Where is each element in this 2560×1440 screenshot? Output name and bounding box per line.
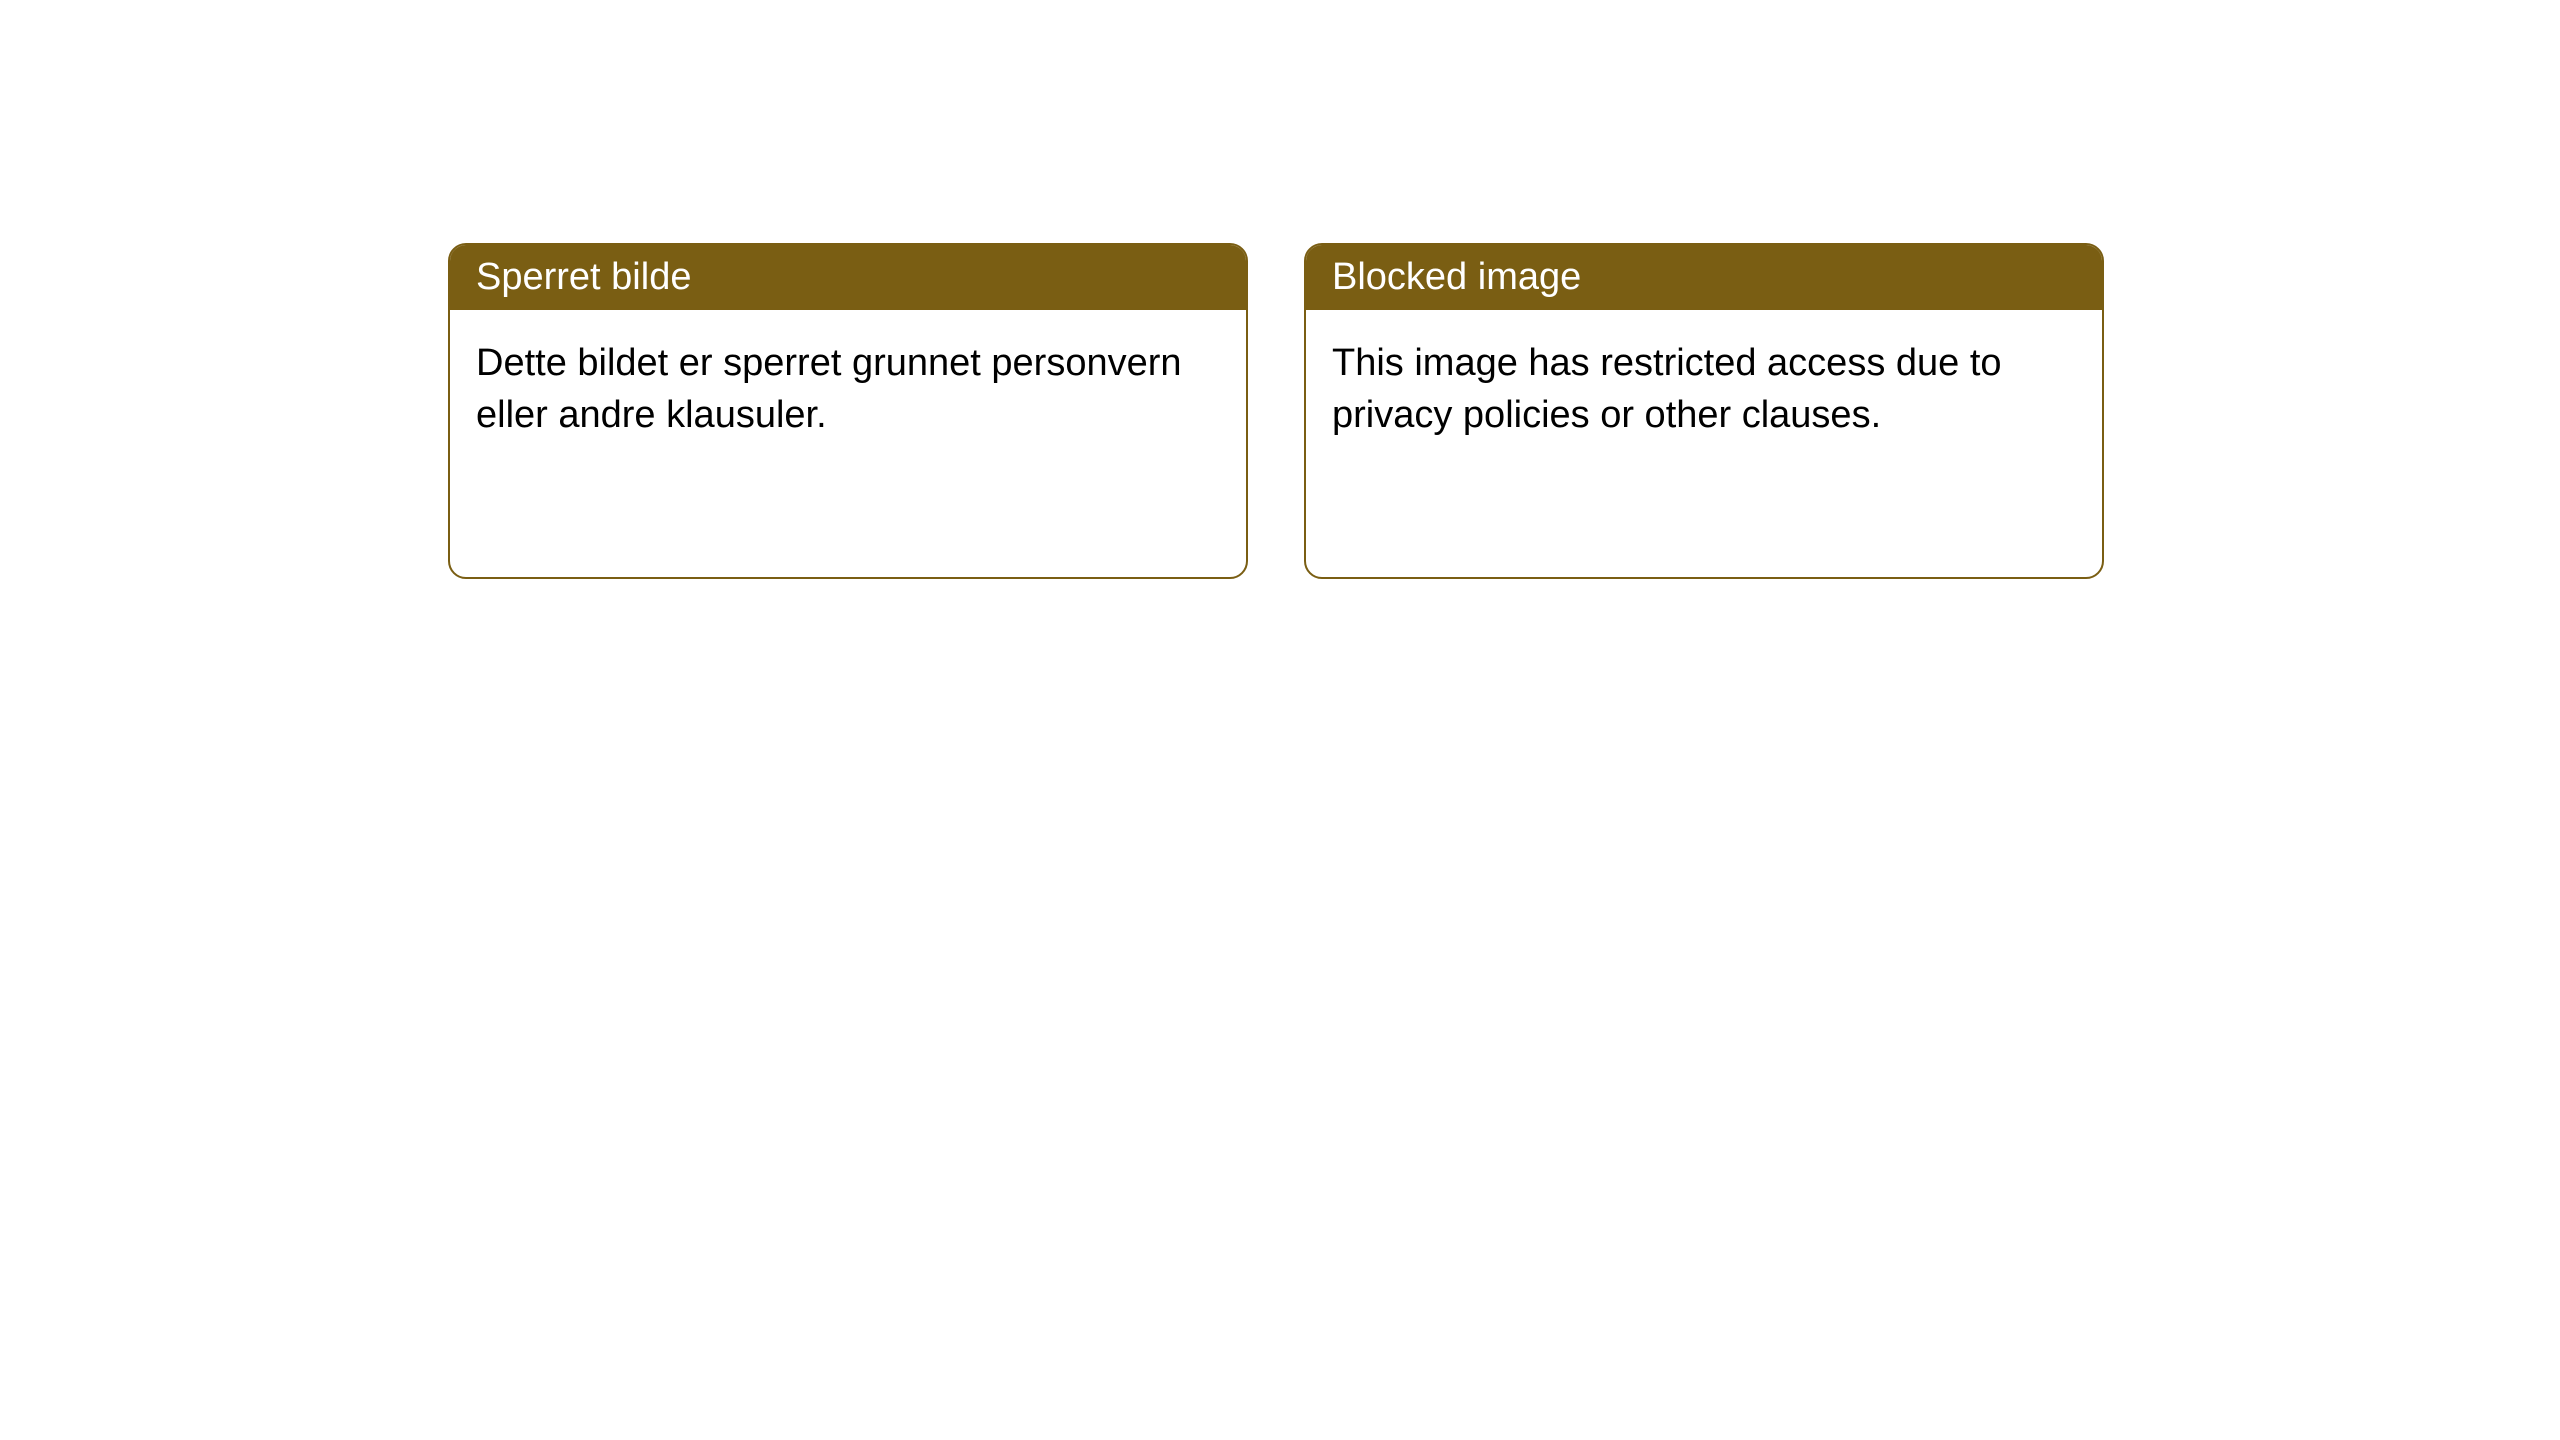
notice-body-english: This image has restricted access due to … xyxy=(1306,310,2102,469)
notice-card-norwegian: Sperret bilde Dette bildet er sperret gr… xyxy=(448,243,1248,579)
notice-card-english: Blocked image This image has restricted … xyxy=(1304,243,2104,579)
notice-title-english: Blocked image xyxy=(1306,245,2102,310)
notice-body-norwegian: Dette bildet er sperret grunnet personve… xyxy=(450,310,1246,469)
blocked-image-notices: Sperret bilde Dette bildet er sperret gr… xyxy=(448,243,2104,579)
notice-title-norwegian: Sperret bilde xyxy=(450,245,1246,310)
